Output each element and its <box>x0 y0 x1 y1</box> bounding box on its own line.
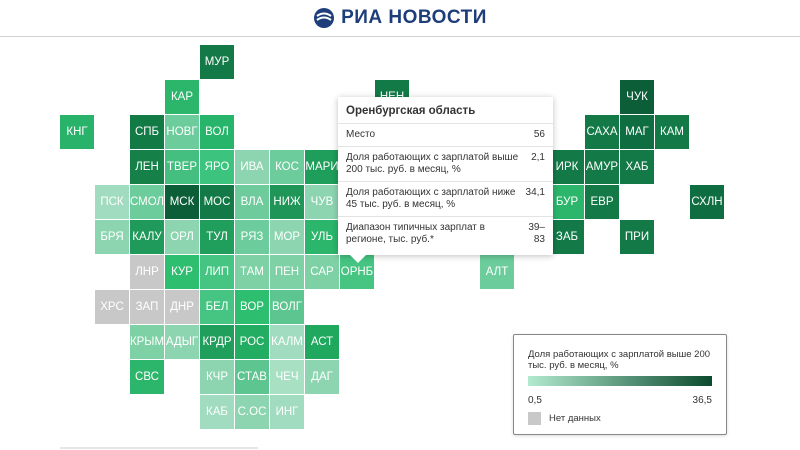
brand-logo[interactable]: РИА НОВОСТИ <box>313 7 487 29</box>
region-cell[interactable]: КРЫМ <box>130 325 164 359</box>
region-cell[interactable]: РОС <box>235 325 269 359</box>
region-cell[interactable]: СВС <box>130 360 164 394</box>
region-cell[interactable]: ПСК <box>95 185 129 219</box>
tooltip-row: Доля работающих с зарплатой выше 200 тыс… <box>338 147 553 182</box>
region-cell[interactable]: КНГ <box>60 115 94 149</box>
region-cell[interactable]: БРЯ <box>95 220 129 254</box>
region-cell[interactable]: ЧУВ <box>305 185 339 219</box>
region-cell[interactable]: МУР <box>200 45 234 79</box>
tooltip-row-value: 39–83 <box>528 222 545 245</box>
region-cell[interactable]: МСК <box>165 185 199 219</box>
tooltip-arrow <box>350 255 366 263</box>
region-cell[interactable]: ТУЛ <box>200 220 234 254</box>
header: РИА НОВОСТИ <box>0 0 800 37</box>
brand-name: РИА НОВОСТИ <box>341 7 487 28</box>
region-cell[interactable]: КРДР <box>200 325 234 359</box>
region-cell[interactable]: БЕЛ <box>200 290 234 324</box>
region-cell[interactable]: ОРНБ <box>340 255 374 289</box>
tooltip-row: Диапазон типичных зарплат в регионе, тыс… <box>338 217 553 251</box>
region-cell[interactable]: ЛИП <box>200 255 234 289</box>
tooltip-row-value: 2,1 <box>531 152 545 163</box>
tooltip-row-label: Доля работающих с зарплатой ниже 45 тыс.… <box>346 187 516 210</box>
region-cell[interactable]: КУР <box>165 255 199 289</box>
region-cell[interactable]: БУР <box>550 185 584 219</box>
no-data-label: Нет данных <box>549 413 601 424</box>
region-cell[interactable]: ПРИ <box>620 220 654 254</box>
region-cell[interactable]: ТАМ <box>235 255 269 289</box>
region-cell[interactable]: ВОР <box>235 290 269 324</box>
region-cell[interactable]: МОР <box>270 220 304 254</box>
tooltip-row-label: Диапазон типичных зарплат в регионе, тыс… <box>346 222 485 245</box>
region-cell[interactable]: ВЛА <box>235 185 269 219</box>
region-cell[interactable]: ДАГ <box>305 360 339 394</box>
region-cell[interactable]: КАР <box>165 80 199 114</box>
region-cell[interactable]: АМУР <box>585 150 619 184</box>
ria-logo-icon <box>314 8 335 28</box>
region-cell[interactable]: ИРК <box>550 150 584 184</box>
region-cell[interactable]: ЧУК <box>620 80 654 114</box>
divider <box>60 447 258 449</box>
region-cell[interactable]: ИНГ <box>270 395 304 429</box>
tooltip-row-value: 34,1 <box>525 187 545 198</box>
legend-gradient-bar <box>528 376 712 386</box>
region-cell[interactable]: ОРЛ <box>165 220 199 254</box>
tooltip-row-label: Доля работающих с зарплатой выше 200 тыс… <box>346 152 519 175</box>
region-cell[interactable]: ХРС <box>95 290 129 324</box>
tooltip-row: Доля работающих с зарплатой ниже 45 тыс.… <box>338 182 553 217</box>
region-cell[interactable]: ЯРО <box>200 150 234 184</box>
region-cell[interactable]: ИВА <box>235 150 269 184</box>
region-cell[interactable]: МАГ <box>620 115 654 149</box>
tooltip-row-label: Место <box>346 129 376 140</box>
region-tooltip: Оренбургская область Место 56 Доля работаю… <box>338 97 553 255</box>
region-cell[interactable]: КЧР <box>200 360 234 394</box>
region-cell[interactable]: МОС <box>200 185 234 219</box>
region-cell[interactable]: ЛНР <box>130 255 164 289</box>
region-cell[interactable]: КОС <box>270 150 304 184</box>
region-cell[interactable]: РЯЗ <box>235 220 269 254</box>
region-cell[interactable]: СХЛН <box>690 185 724 219</box>
region-cell[interactable]: ТВЕР <box>165 150 199 184</box>
region-cell[interactable]: НИЖ <box>270 185 304 219</box>
region-cell[interactable]: АЛТ <box>480 255 514 289</box>
region-cell[interactable]: МАРИ <box>305 150 339 184</box>
region-cell[interactable]: ВОЛ <box>200 115 234 149</box>
region-cell[interactable]: КАЛМ <box>270 325 304 359</box>
region-cell[interactable]: САР <box>305 255 339 289</box>
region-cell[interactable]: КАЛУ <box>130 220 164 254</box>
region-cell[interactable]: СМОЛ <box>130 185 164 219</box>
legend: Доля работающих с зарплатой выше 200 тыс… <box>513 334 727 435</box>
region-cell[interactable]: СПБ <box>130 115 164 149</box>
region-cell[interactable]: С.ОС <box>235 395 269 429</box>
legend-max: 36,5 <box>692 395 712 406</box>
region-cell[interactable]: КАМ <box>655 115 689 149</box>
region-cell[interactable]: ЕВР <box>585 185 619 219</box>
no-data-swatch <box>528 412 541 425</box>
region-cell[interactable]: ДНР <box>165 290 199 324</box>
region-cell[interactable]: ЧЕЧ <box>270 360 304 394</box>
region-cell[interactable]: ЗАБ <box>550 220 584 254</box>
tooltip-title: Оренбургская область <box>338 97 553 124</box>
region-cell[interactable]: ЗАП <box>130 290 164 324</box>
region-cell[interactable]: АДЫГ <box>165 325 199 359</box>
region-cell[interactable]: ЛЕН <box>130 150 164 184</box>
region-cell[interactable]: ПЕН <box>270 255 304 289</box>
region-cell[interactable]: КАБ <box>200 395 234 429</box>
region-cell[interactable]: САХА <box>585 115 619 149</box>
region-cell[interactable]: АСТ <box>305 325 339 359</box>
region-cell[interactable]: ВОЛГ <box>270 290 304 324</box>
region-cell[interactable]: ХАБ <box>620 150 654 184</box>
legend-title: Доля работающих с зарплатой выше 200 тыс… <box>528 349 711 371</box>
tooltip-row: Место 56 <box>338 124 553 147</box>
region-cell[interactable]: СТАВ <box>235 360 269 394</box>
region-cell[interactable]: НОВГ <box>165 115 199 149</box>
legend-min: 0,5 <box>528 395 542 406</box>
region-cell[interactable]: УЛЬ <box>305 220 339 254</box>
tooltip-row-value: 56 <box>533 129 545 140</box>
